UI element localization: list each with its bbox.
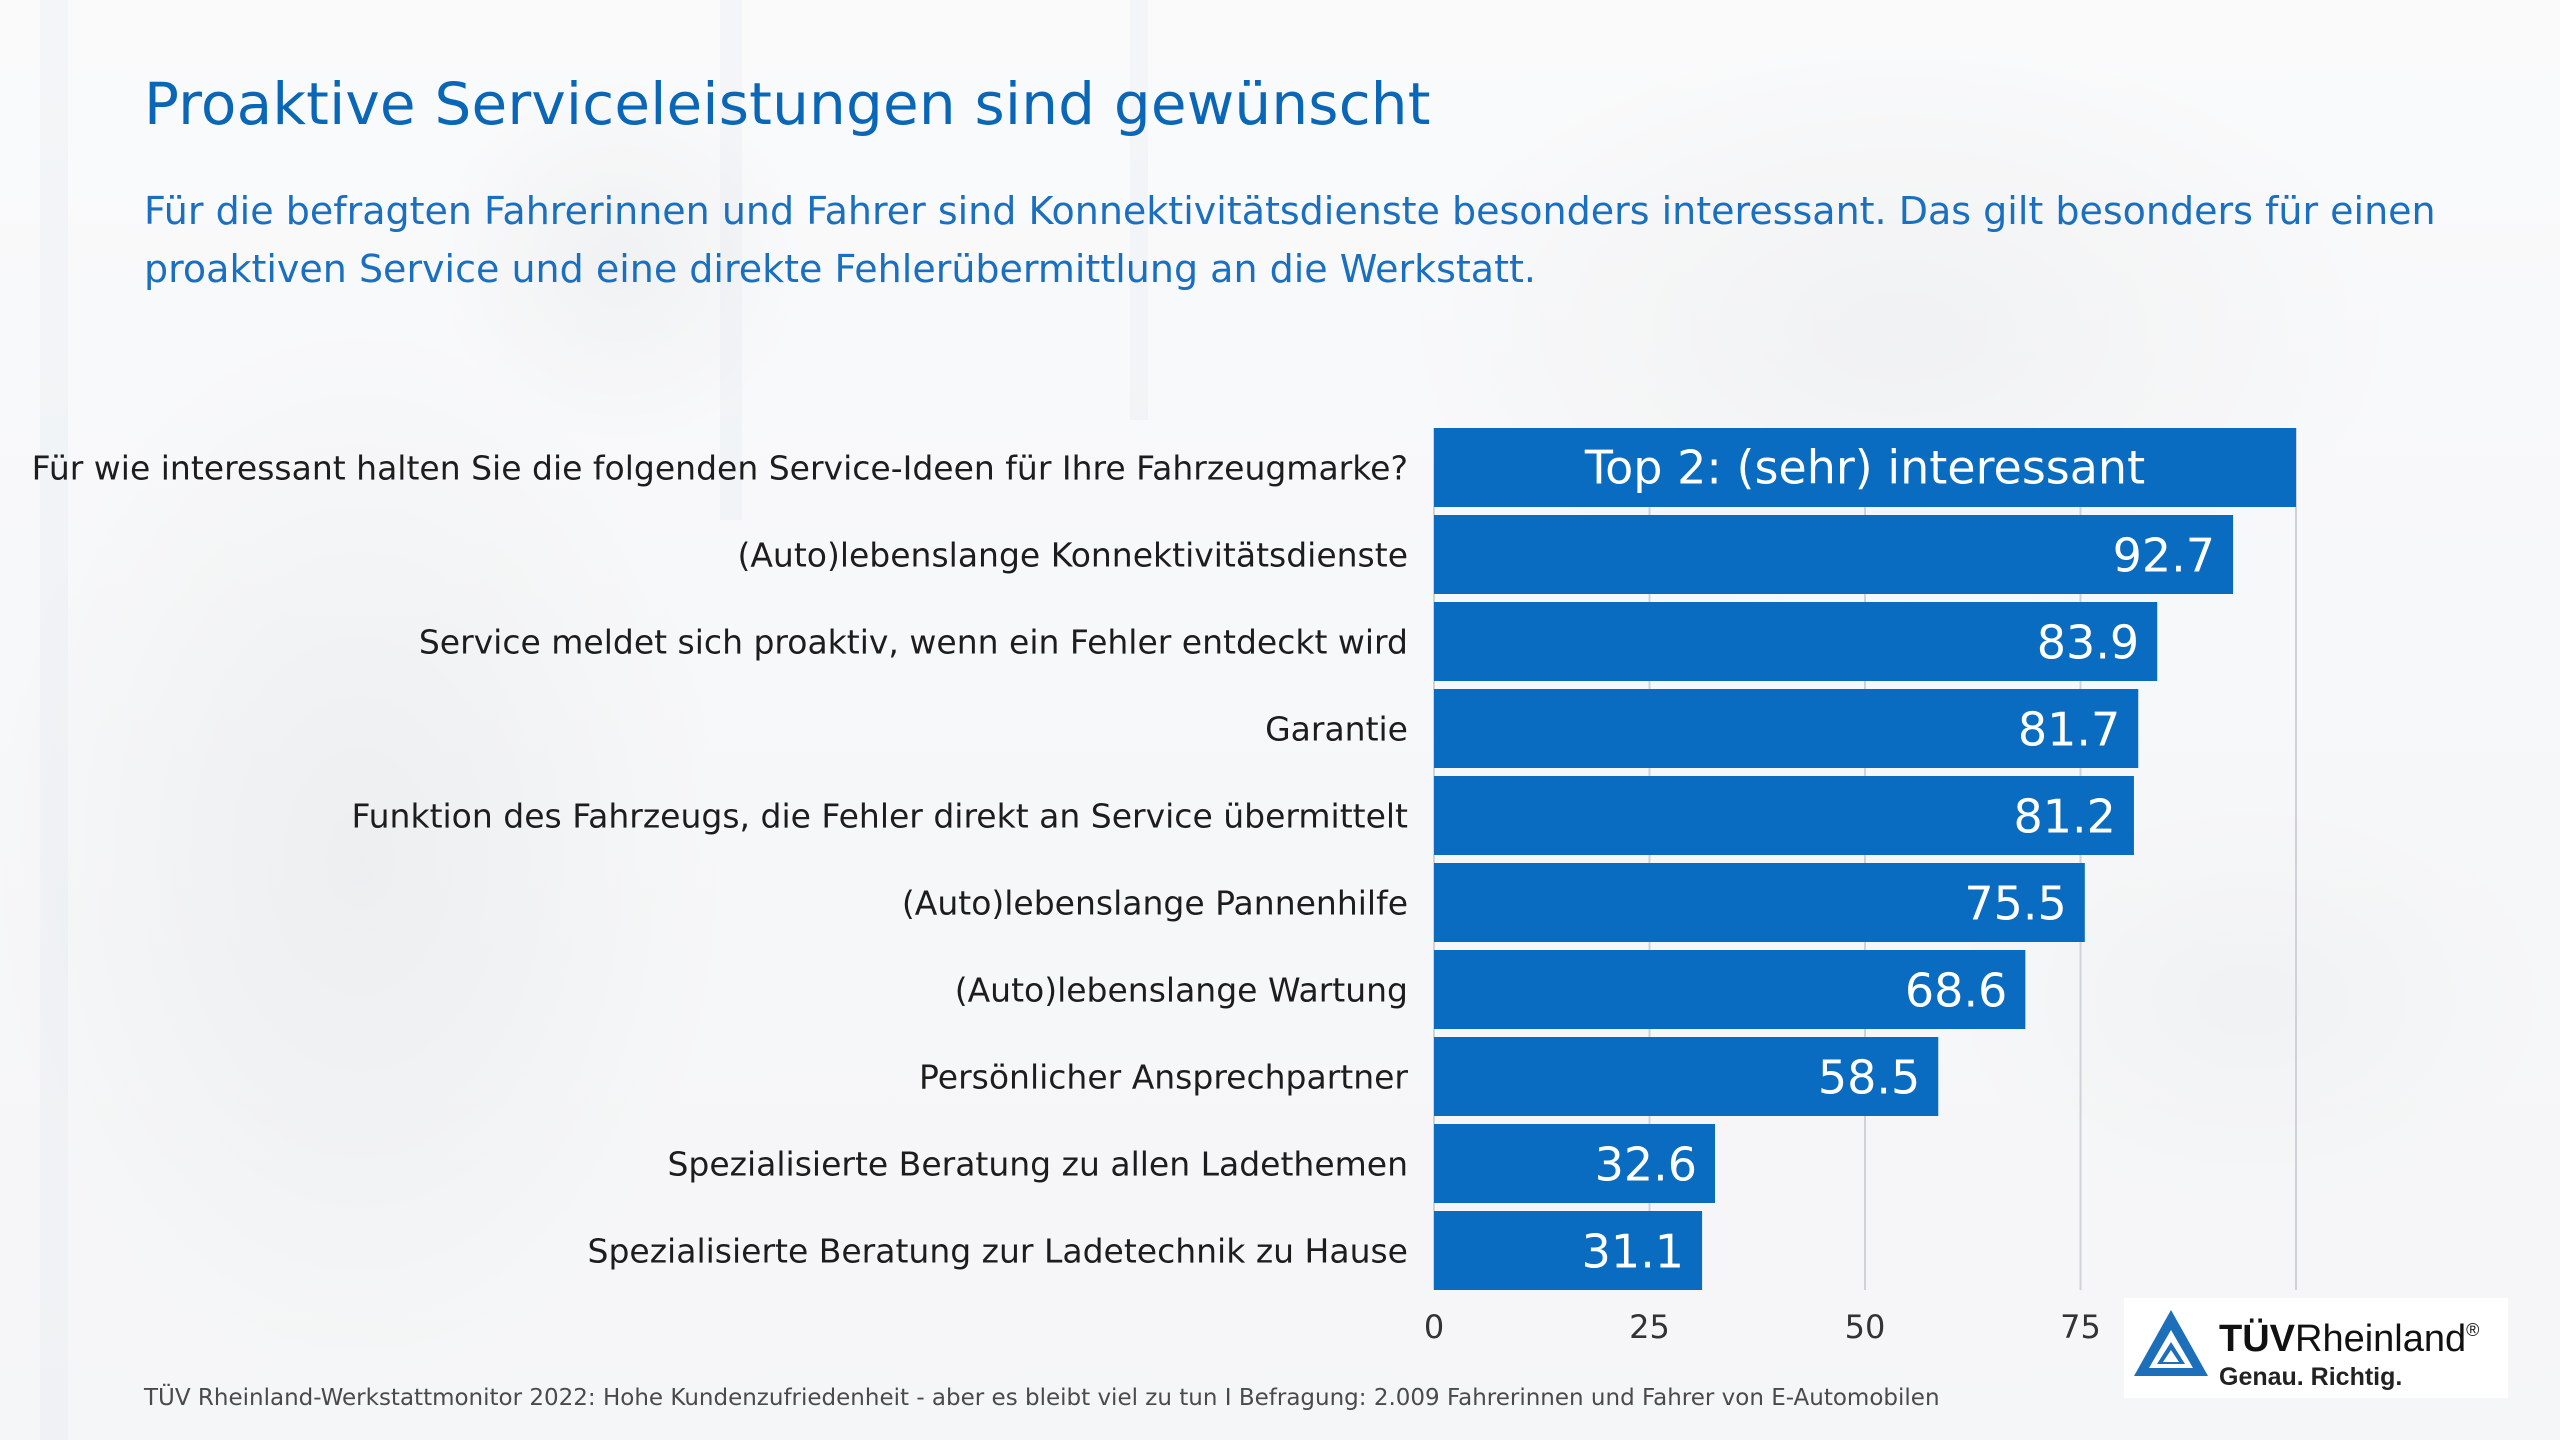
bar-value-label: 32.6	[1595, 1138, 1697, 1192]
category-label: (Auto)lebenslange Pannenhilfe	[902, 884, 1408, 923]
header-bar	[1434, 428, 2296, 507]
page-subtitle: Für die befragten Fahrerinnen und Fahrer…	[144, 189, 2436, 291]
logo-registered-mark: ®	[2466, 1320, 2480, 1340]
category-label: Spezialisierte Beratung zu allen Ladethe…	[667, 1145, 1408, 1184]
bar	[1434, 1037, 1939, 1116]
bar	[1434, 776, 2134, 855]
bar-value-label: 83.9	[2037, 616, 2139, 670]
bar-value-label: 58.5	[1818, 1051, 1920, 1105]
bar	[1434, 689, 2139, 768]
category-label: Persönlicher Ansprechpartner	[919, 1058, 1408, 1097]
bar	[1434, 863, 2085, 942]
logo-brand-regular: Rheinland	[2295, 1318, 2467, 1360]
bar-value-label: 68.6	[1905, 964, 2007, 1018]
bar-value-label: 92.7	[2113, 529, 2215, 583]
logo-wordmark: TÜVRheinland®	[2219, 1318, 2479, 1361]
x-tick-label: 75	[2060, 1308, 2101, 1346]
bar-value-label: 31.1	[1582, 1225, 1684, 1279]
question-label: Für wie interessant halten Sie die folge…	[32, 449, 1408, 488]
bar-value-label: 75.5	[1964, 877, 2066, 931]
header-bar-label: Top 2: (sehr) interessant	[1584, 441, 2145, 495]
category-label: Garantie	[1265, 710, 1408, 749]
tuv-logo: TÜVRheinland® Genau. Richtig.	[2124, 1298, 2508, 1398]
bar-value-label: 81.2	[2014, 790, 2116, 844]
bar	[1434, 515, 2234, 594]
x-tick-label: 0	[1424, 1308, 1444, 1346]
page-title: Proaktive Serviceleistungen sind gewünsc…	[144, 70, 1431, 138]
logo-brand-bold: TÜV	[2219, 1318, 2295, 1360]
bar-value-label: 81.7	[2018, 703, 2120, 757]
bar	[1434, 1211, 1703, 1290]
bar	[1434, 950, 2026, 1029]
category-label: Spezialisierte Beratung zur Ladetechnik …	[588, 1232, 1408, 1271]
bar	[1434, 1124, 1716, 1203]
logo-slogan: Genau. Richtig.	[2219, 1363, 2403, 1391]
category-label: Funktion des Fahrzeugs, die Fehler direk…	[351, 797, 1408, 836]
category-label: (Auto)lebenslange Konnektivitätsdienste	[737, 536, 1408, 575]
bar	[1434, 602, 2158, 681]
category-label: Service meldet sich proaktiv, wenn ein F…	[419, 623, 1408, 662]
category-label: (Auto)lebenslange Wartung	[955, 971, 1408, 1010]
x-tick-label: 50	[1845, 1308, 1886, 1346]
x-tick-label: 25	[1629, 1308, 1670, 1346]
source-footnote: TÜV Rheinland-Werkstattmonitor 2022: Hoh…	[144, 1385, 1940, 1411]
tuv-triangle-icon	[2134, 1310, 2208, 1376]
